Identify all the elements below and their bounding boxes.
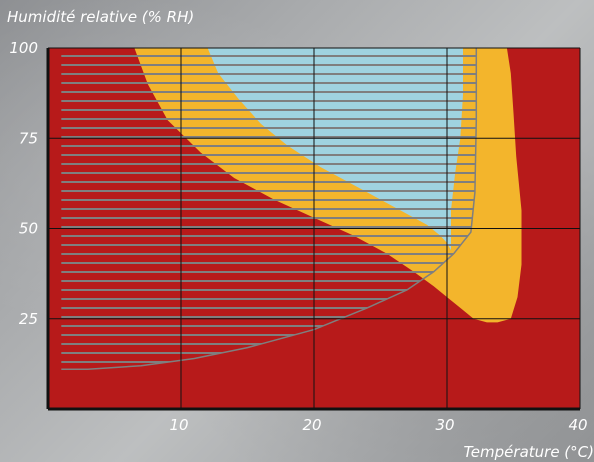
y-tick-label-3: 100: [9, 39, 38, 57]
y-tick-label-1: 50: [19, 220, 38, 238]
x-axis-title: Température (°C): [464, 443, 594, 461]
x-tick-label-2: 30: [435, 416, 454, 434]
hatch-boundary-line: [61, 48, 478, 371]
x-tick-label-1: 20: [302, 416, 321, 434]
y-axis-title: Humidité relative (% RH): [7, 8, 194, 26]
x-tick-label-3: 40: [568, 416, 587, 434]
x-tick-label-0: 10: [169, 416, 188, 434]
y-tick-label-2: 75: [19, 129, 38, 147]
y-tick-label-0: 25: [19, 310, 38, 328]
